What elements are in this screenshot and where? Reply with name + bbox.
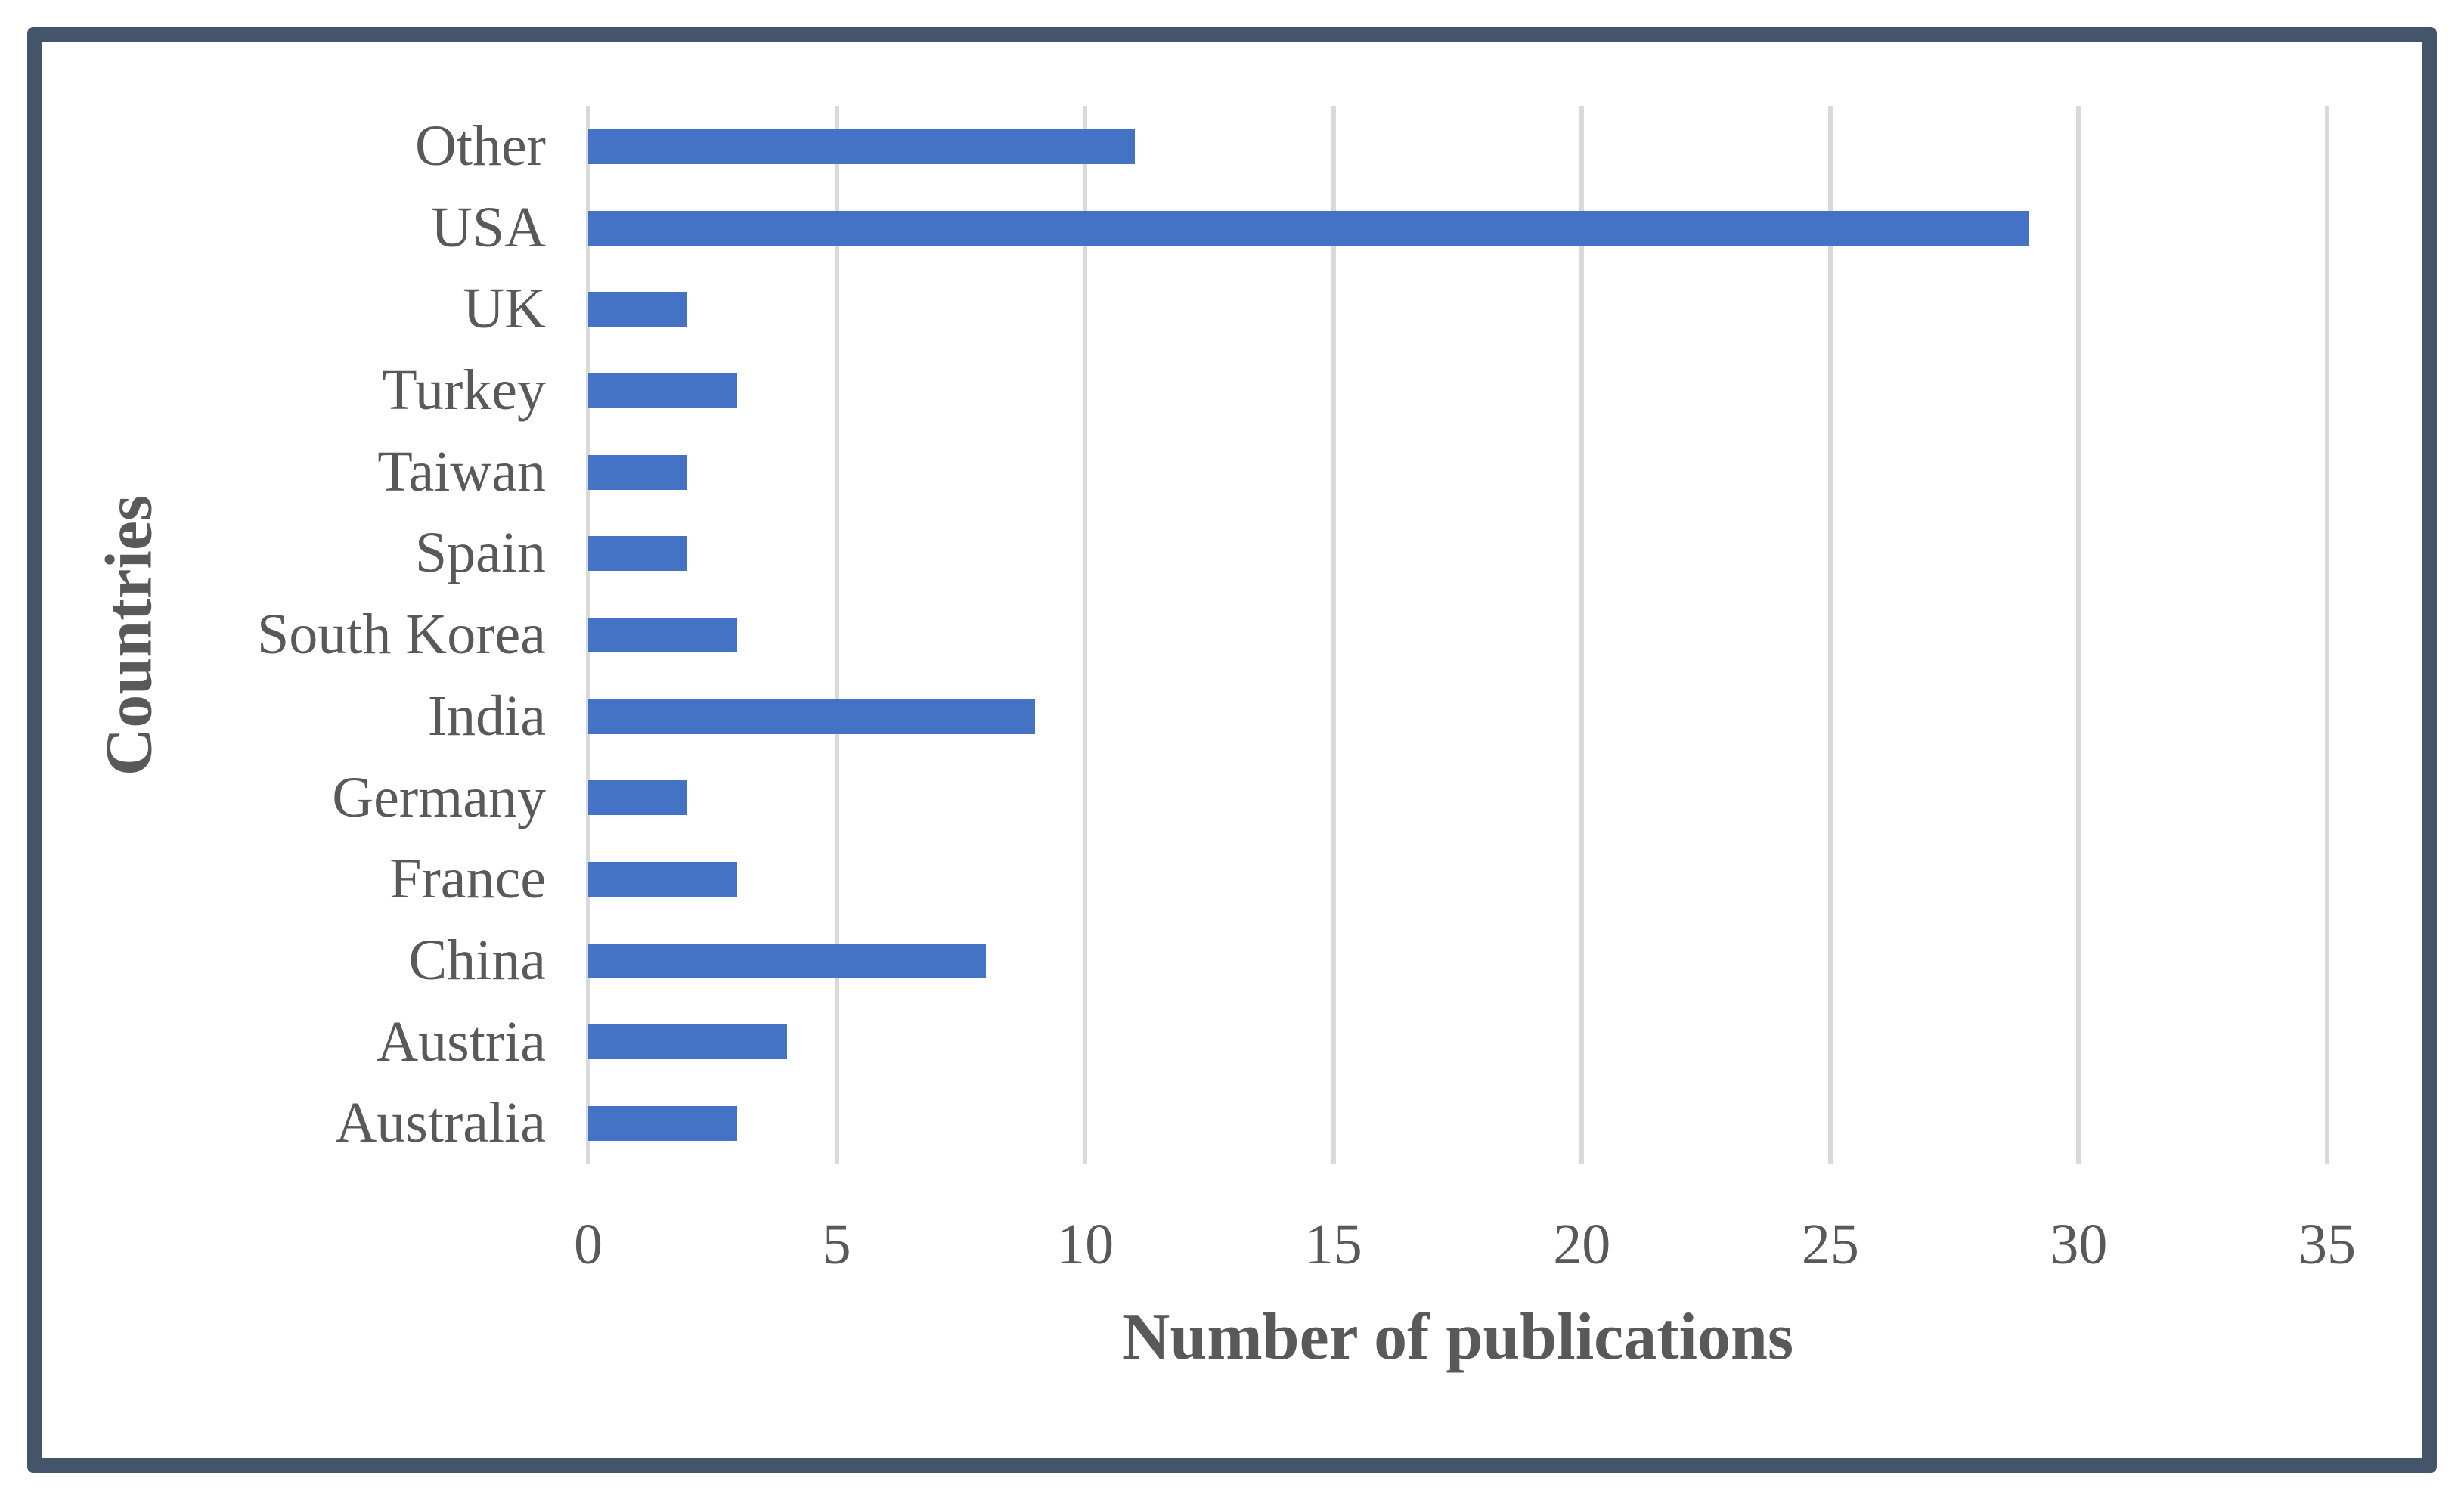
gridline-x-15: [1331, 106, 1336, 1164]
x-tick-label-0: 0: [574, 1213, 603, 1276]
bar-germany: [588, 780, 688, 816]
bar-australia: [588, 1106, 738, 1142]
x-axis-title: Number of publications: [1121, 1300, 1794, 1374]
category-label-australia: Australia: [335, 1091, 546, 1155]
category-label-taiwan: Taiwan: [377, 439, 546, 504]
category-label-france: France: [389, 847, 546, 911]
gridline-x-35: [2325, 106, 2329, 1164]
bar-south-korea: [588, 618, 738, 652]
bar-taiwan: [588, 454, 688, 490]
category-label-germany: Germany: [332, 765, 546, 829]
category-label-china: China: [408, 928, 546, 992]
plot-area: [586, 106, 2329, 1164]
bar-china: [588, 943, 986, 978]
figure-frame: Other USA UK Turkey Taiwan Spain South Korea In…: [27, 27, 2437, 1473]
x-tick-label-25: 25: [1801, 1213, 1859, 1276]
bar-usa: [588, 210, 2029, 246]
bar-france: [588, 862, 738, 897]
y-axis-title: Countries: [92, 494, 166, 776]
category-label-turkey: Turkey: [382, 358, 546, 423]
x-tick-label-10: 10: [1056, 1213, 1114, 1276]
x-tick-label-30: 30: [2050, 1213, 2108, 1276]
gridline-x-20: [1579, 106, 1585, 1164]
bar-india: [588, 699, 1036, 734]
bar-other: [588, 129, 1135, 164]
gridline-x-25: [1827, 106, 1833, 1164]
category-label-india: India: [427, 683, 546, 748]
x-tick-label-5: 5: [822, 1213, 851, 1276]
x-tick-label-35: 35: [2298, 1213, 2356, 1276]
gridline-x-30: [2076, 106, 2081, 1164]
y-axis-title-box: Countries: [57, 106, 201, 1164]
category-label-spain: Spain: [414, 521, 546, 585]
bar-spain: [588, 536, 688, 572]
category-label-austria: Austria: [377, 1009, 546, 1074]
bar-uk: [588, 292, 688, 327]
category-label-other: Other: [414, 114, 546, 178]
bar-turkey: [588, 373, 738, 408]
x-tick-label-15: 15: [1304, 1213, 1362, 1276]
category-label-south-korea: South Korea: [256, 603, 546, 667]
category-label-usa: USA: [430, 195, 546, 259]
bar-austria: [588, 1024, 787, 1060]
x-tick-label-20: 20: [1553, 1213, 1611, 1276]
gridline-x-5: [834, 106, 839, 1164]
category-label-uk: UK: [463, 277, 546, 341]
gridline-x-10: [1083, 106, 1088, 1164]
